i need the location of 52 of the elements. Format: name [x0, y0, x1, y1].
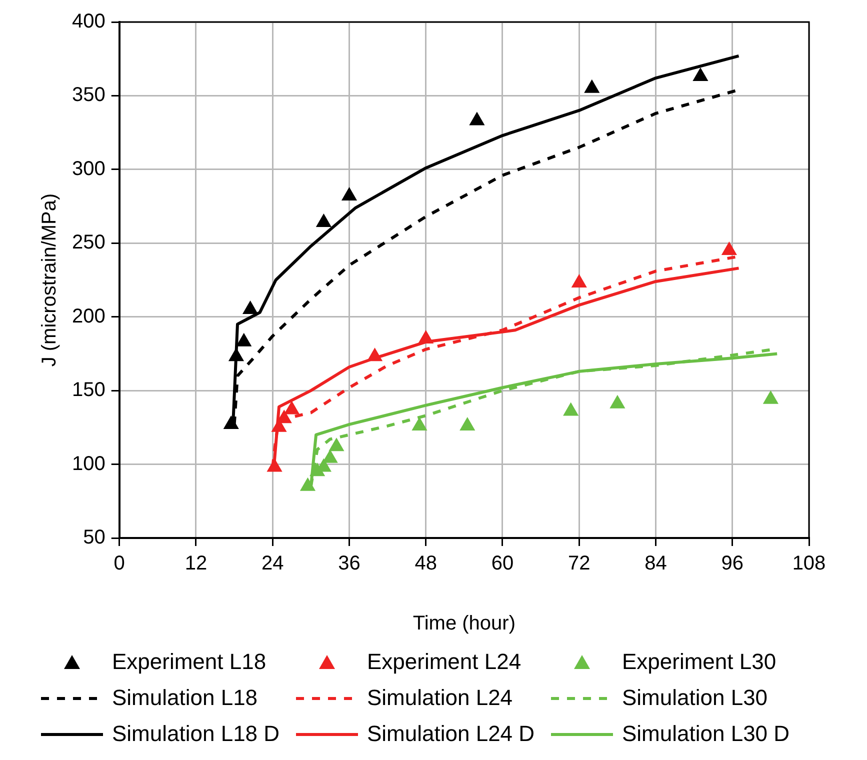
y-tick-label: 250 [72, 232, 106, 254]
point [563, 402, 578, 416]
point [460, 417, 475, 430]
x-tick-label: 24 [261, 552, 284, 575]
legend-label: Simulation L24 [367, 685, 513, 711]
x-tick-label: 60 [491, 552, 514, 575]
point [572, 274, 587, 288]
point [284, 401, 300, 414]
y-tick-label: 350 [72, 84, 106, 106]
legend-label: Experiment L30 [622, 649, 776, 675]
y-tick-label: 400 [72, 10, 106, 33]
point [322, 450, 338, 463]
point [470, 112, 484, 126]
x-tick-label: 96 [721, 552, 744, 575]
x-tick-label: 12 [184, 552, 208, 575]
point [584, 80, 600, 93]
x-tick-label: 108 [792, 552, 826, 575]
point [418, 330, 434, 344]
legend-label: Simulation L24 D [367, 721, 535, 747]
point [316, 214, 332, 228]
point [236, 333, 252, 346]
legend-label: Simulation L30 D [622, 721, 790, 747]
x-axis-title: Time (hour) [412, 612, 516, 635]
x-tick-label: 0 [114, 552, 125, 575]
legend-label: Simulation L18 D [112, 721, 280, 747]
legend-label: Simulation L18 [112, 685, 258, 711]
point [610, 395, 625, 408]
point [267, 458, 282, 472]
x-tick-label: 84 [644, 552, 667, 575]
point [242, 300, 258, 314]
point [300, 478, 316, 491]
y-tick-label: 50 [83, 526, 106, 549]
point [693, 68, 708, 82]
point [329, 438, 344, 452]
x-tick-label: 48 [414, 552, 437, 575]
y-tick-label: 150 [72, 379, 106, 402]
point [763, 390, 778, 404]
point [342, 187, 357, 200]
y-axis-title: J (microstrain/MPa) [38, 193, 61, 367]
y-tick-label: 300 [72, 158, 106, 180]
y-tick-label: 100 [72, 452, 106, 475]
y-tick-label: 200 [72, 305, 106, 328]
point [412, 417, 427, 430]
point [224, 416, 239, 429]
x-tick-label: 36 [338, 552, 360, 575]
point [367, 348, 382, 362]
legend-label: Simulation L30 [622, 685, 768, 711]
point [228, 348, 244, 362]
x-tick-label: 72 [568, 552, 590, 575]
legend-label: Experiment L24 [367, 649, 522, 675]
point [722, 242, 737, 256]
legend-label: Experiment L18 [112, 649, 266, 675]
